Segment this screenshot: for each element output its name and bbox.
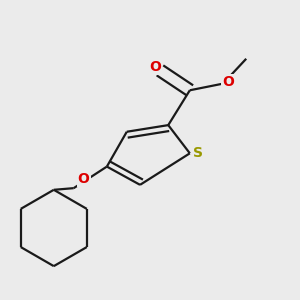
Text: O: O: [78, 172, 90, 186]
Text: S: S: [193, 146, 203, 160]
Text: O: O: [222, 75, 234, 89]
Text: O: O: [149, 60, 161, 74]
